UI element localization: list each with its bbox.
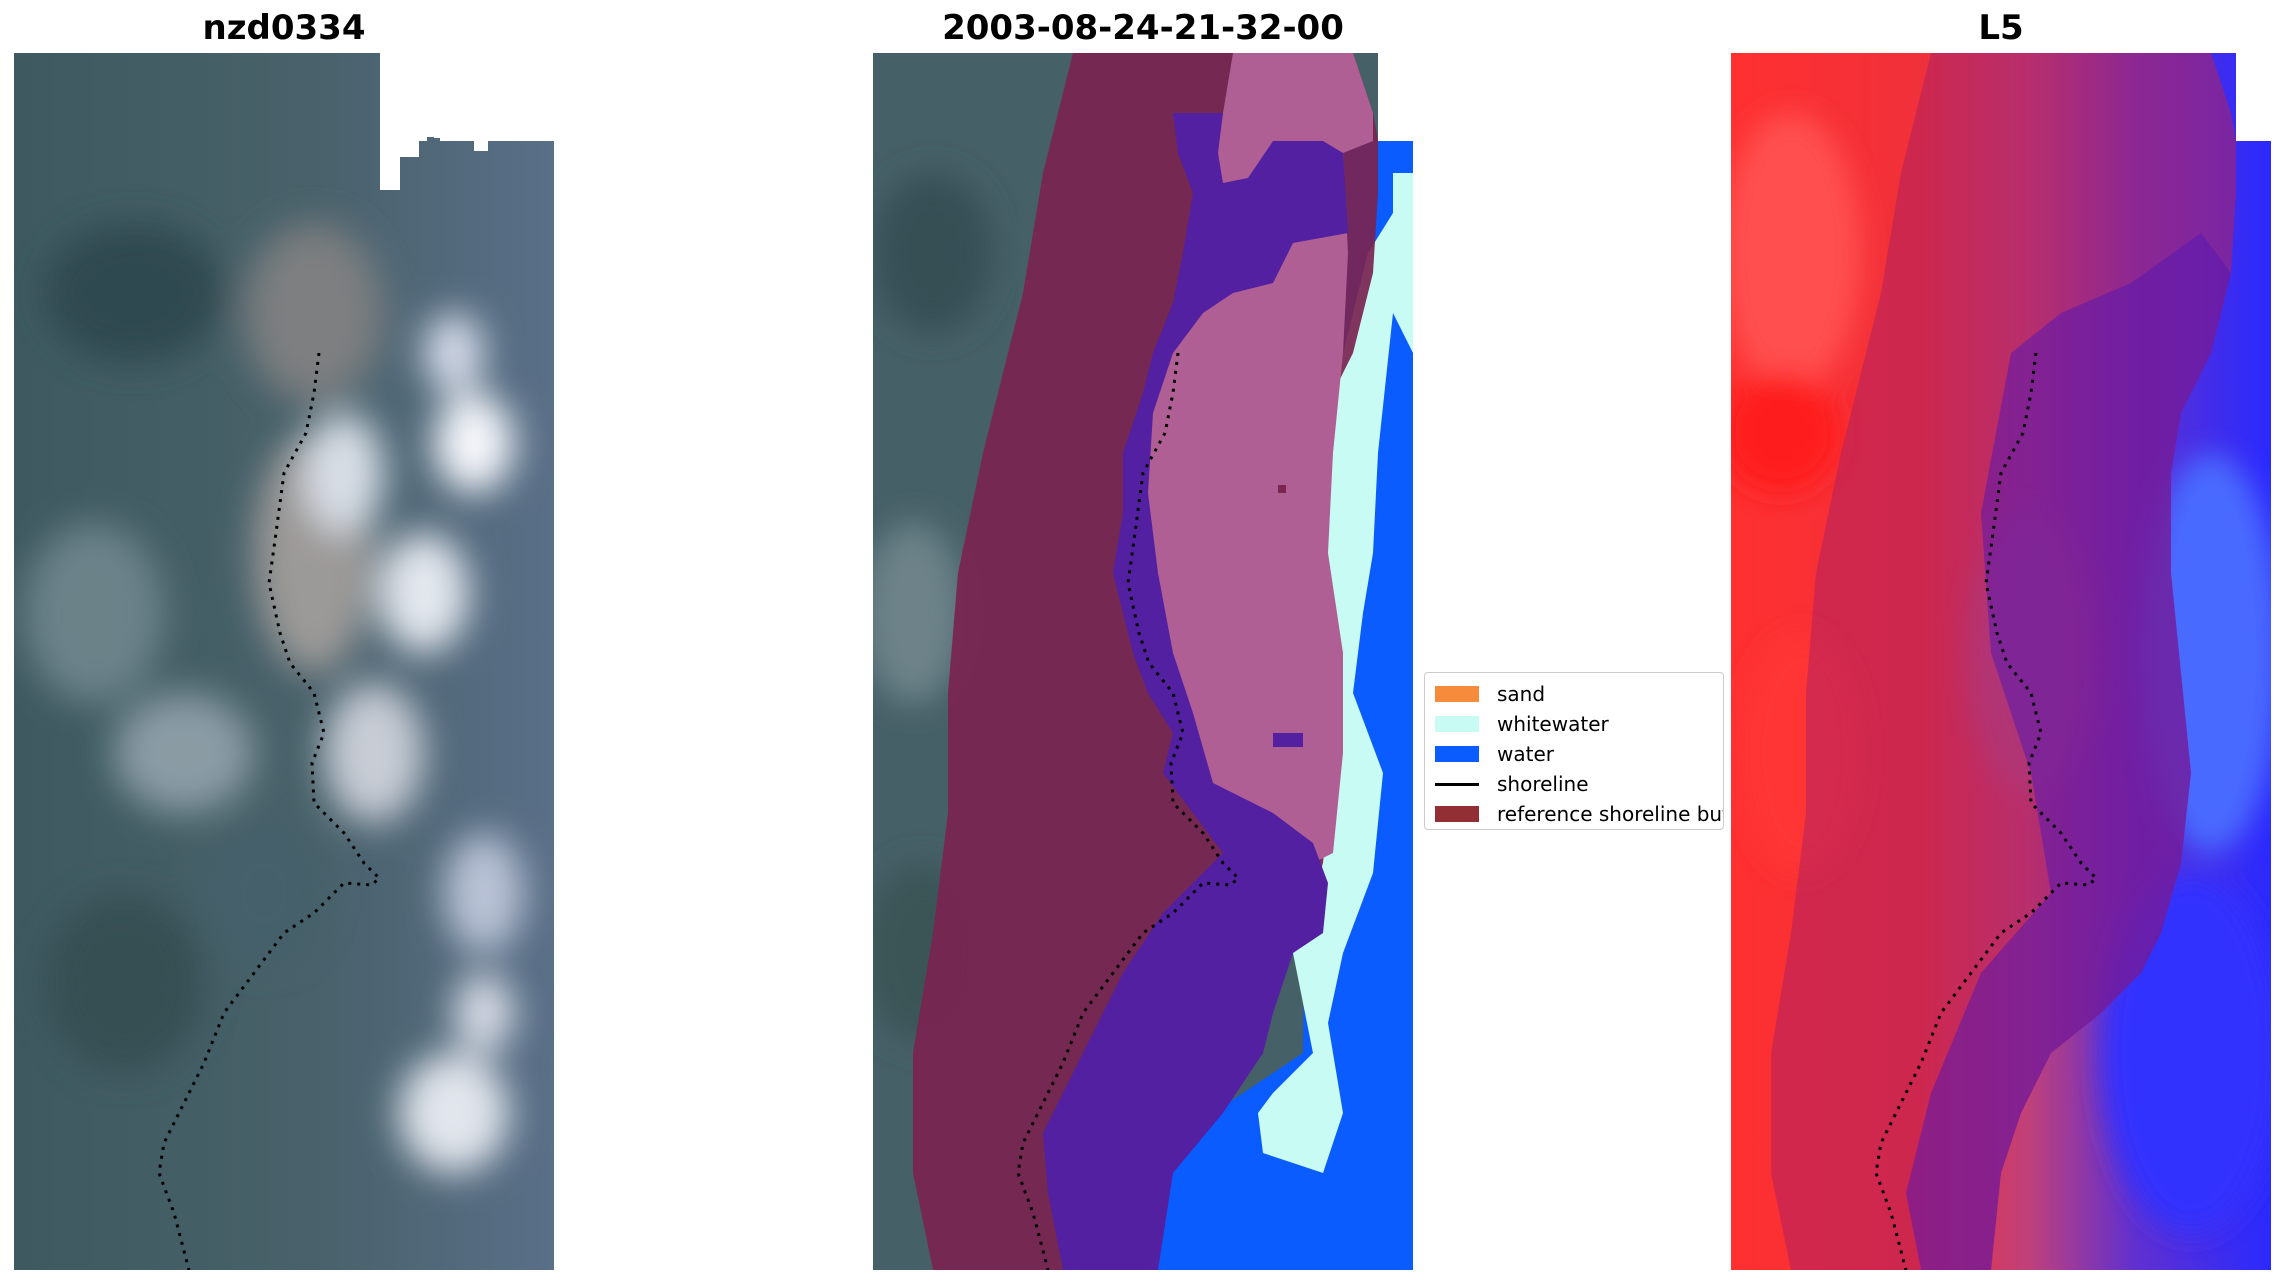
panel-title-classified: 2003-08-24-21-32-00 bbox=[873, 8, 1413, 48]
classified-image bbox=[873, 53, 1413, 1270]
legend-label: water bbox=[1497, 742, 1554, 766]
legend-label: reference shoreline buf bbox=[1497, 802, 1724, 826]
rgb-satellite-image bbox=[14, 53, 554, 1270]
legend-item-shoreline: shoreline bbox=[1435, 769, 1723, 799]
whitewater-swatch bbox=[1435, 716, 1479, 732]
rgb-image-svg bbox=[14, 53, 554, 1270]
legend-item-whitewater: whitewater bbox=[1435, 709, 1723, 739]
panel-title-rgb: nzd0334 bbox=[14, 8, 554, 48]
legend-item-sand: sand bbox=[1435, 679, 1723, 709]
classified-image-svg bbox=[873, 53, 1413, 1270]
reference-buffer-swatch bbox=[1435, 806, 1479, 822]
legend-item-reference-buffer: reference shoreline buf bbox=[1435, 799, 1723, 829]
panel-title-probability: L5 bbox=[1731, 8, 2271, 48]
legend-label: sand bbox=[1497, 682, 1545, 706]
sand-swatch bbox=[1435, 686, 1479, 702]
water-swatch bbox=[1435, 746, 1479, 762]
shoreline-line-swatch bbox=[1435, 783, 1479, 786]
legend: sand whitewater water shoreline referenc… bbox=[1424, 672, 1724, 830]
legend-label: whitewater bbox=[1497, 712, 1609, 736]
probability-map-svg bbox=[1731, 53, 2271, 1270]
probability-map bbox=[1731, 53, 2271, 1270]
legend-item-water: water bbox=[1435, 739, 1723, 769]
legend-label: shoreline bbox=[1497, 772, 1589, 796]
